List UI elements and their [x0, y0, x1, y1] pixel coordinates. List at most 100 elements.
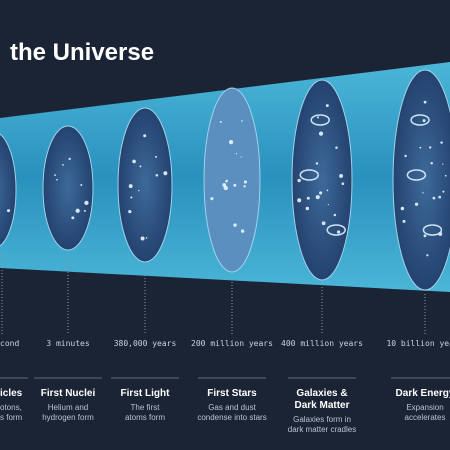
stage-description: Galaxies form in — [293, 415, 351, 424]
stages: cond icles otons,s form 3 minutes First Nucl… — [0, 69, 450, 434]
star — [138, 189, 140, 192]
star — [243, 180, 247, 184]
stage-description: The first — [131, 403, 161, 412]
star — [327, 203, 329, 206]
star — [305, 206, 310, 211]
star — [128, 209, 132, 214]
star — [56, 178, 58, 181]
star — [318, 131, 324, 136]
star — [306, 196, 310, 200]
star — [315, 195, 320, 200]
stage-description: accelerates — [405, 413, 446, 422]
stage-description: Helium and — [48, 403, 88, 412]
star — [297, 178, 301, 183]
stage-time: 3 minutes — [46, 339, 90, 348]
star — [402, 219, 406, 223]
star — [128, 184, 133, 189]
star — [71, 216, 75, 220]
stage-oval — [0, 133, 17, 247]
star — [325, 104, 329, 108]
star — [68, 157, 71, 161]
title: the Universe — [10, 39, 154, 66]
star — [321, 221, 326, 226]
stage-label: Galaxies & — [296, 388, 347, 399]
star — [419, 146, 422, 149]
star — [335, 146, 338, 149]
star — [426, 254, 429, 257]
star — [84, 200, 89, 206]
stage-description: Expansion — [406, 403, 443, 412]
star — [341, 182, 345, 186]
galaxy — [422, 224, 443, 236]
star — [6, 209, 11, 213]
stage-time: 380,000 years — [114, 339, 177, 348]
star — [54, 174, 56, 177]
star — [143, 134, 147, 138]
star — [423, 234, 427, 238]
star — [222, 183, 227, 187]
star — [80, 184, 83, 186]
star — [442, 190, 445, 193]
star — [326, 189, 329, 192]
star — [297, 198, 302, 203]
stage-label: icles — [0, 388, 23, 399]
star — [235, 152, 238, 155]
stage-oval — [117, 107, 173, 263]
stage-label: Dark Energy — [396, 388, 450, 399]
star — [444, 174, 447, 177]
star — [315, 162, 319, 165]
star — [422, 192, 424, 194]
star — [438, 195, 442, 199]
galaxy — [310, 114, 330, 126]
stage-time: cond — [0, 339, 19, 348]
star — [240, 229, 245, 233]
star — [430, 162, 433, 165]
star — [228, 139, 234, 145]
stage-time: 10 billion years — [386, 339, 450, 348]
star — [155, 173, 159, 177]
stage-time: 200 million years — [191, 339, 273, 348]
star — [400, 206, 405, 211]
star — [163, 171, 168, 176]
star — [233, 223, 237, 227]
star — [319, 191, 323, 195]
stage-description: hydrogen form — [42, 413, 94, 422]
star — [145, 237, 148, 239]
star — [210, 197, 214, 201]
star — [317, 116, 320, 119]
star — [429, 146, 432, 149]
stage-description: dark matter cradles — [288, 425, 356, 434]
star — [219, 121, 222, 123]
galaxy — [410, 114, 430, 126]
star — [442, 163, 444, 165]
star — [339, 174, 344, 178]
stage-description: s form — [0, 413, 23, 422]
star — [139, 165, 142, 168]
galaxy — [406, 169, 427, 181]
star — [243, 185, 246, 188]
galaxy — [299, 169, 320, 181]
stage-description: otons, — [0, 403, 22, 412]
stage-description: Gas and dust — [208, 403, 256, 412]
galaxy — [326, 224, 346, 236]
stage-label: First Stars — [207, 388, 257, 399]
stage-label: Dark Matter — [294, 400, 349, 411]
star — [130, 196, 133, 199]
star — [155, 155, 158, 158]
star — [241, 120, 243, 122]
star — [432, 196, 436, 200]
star — [233, 183, 237, 187]
star — [422, 119, 426, 123]
stage-time: 400 million years — [281, 339, 363, 348]
stage-oval — [42, 125, 94, 251]
stage-description: atoms form — [125, 413, 165, 422]
stage-oval — [291, 79, 353, 281]
star — [440, 141, 443, 144]
stage-oval — [203, 87, 261, 273]
star — [240, 156, 242, 158]
star — [83, 209, 86, 212]
star — [62, 163, 64, 166]
star — [333, 213, 337, 217]
